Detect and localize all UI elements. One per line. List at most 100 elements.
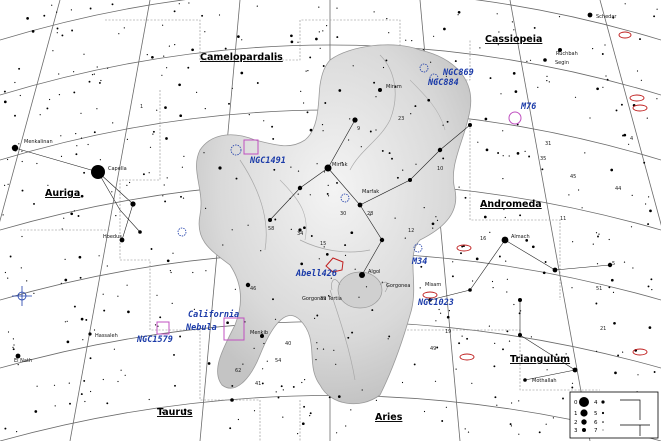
star: [467, 431, 470, 433]
star: [589, 117, 591, 119]
star: [446, 120, 449, 123]
star: [338, 89, 342, 92]
star: [446, 315, 450, 319]
star: [113, 348, 115, 350]
star: [261, 382, 264, 385]
star: [542, 271, 546, 275]
star: [315, 359, 317, 361]
star: [314, 317, 316, 319]
star: [120, 369, 122, 371]
star: [462, 245, 465, 248]
star: [99, 159, 101, 161]
star: [309, 412, 312, 415]
star: [75, 153, 78, 156]
star: [519, 214, 522, 217]
num-label: 15: [320, 241, 326, 247]
star: [502, 130, 504, 132]
star: [335, 363, 337, 365]
label-capella: Capella: [108, 166, 127, 172]
star: [552, 267, 558, 273]
star: [451, 275, 454, 278]
label-almach: Almach: [511, 234, 530, 240]
label-california: California: [188, 309, 239, 320]
star: [352, 117, 358, 123]
star: [91, 165, 105, 179]
deep-sky-markers: [12, 31, 648, 361]
star: [411, 40, 413, 42]
star: [192, 271, 194, 274]
legend-mag-5: 5: [594, 411, 598, 417]
star: [260, 250, 262, 252]
star: [643, 161, 646, 164]
star: [401, 381, 404, 384]
label-ngc869: NGC869: [442, 68, 474, 78]
star: [322, 65, 325, 67]
star: [491, 280, 494, 283]
star: [73, 305, 76, 308]
star: [605, 75, 607, 77]
star: [623, 133, 627, 137]
star: [483, 215, 487, 219]
label-menkalinan: Menkalinan: [24, 139, 53, 145]
star: [70, 212, 74, 216]
star: [126, 138, 128, 140]
star: [496, 13, 498, 15]
star: [316, 342, 318, 344]
star: [290, 228, 292, 230]
star: [89, 357, 92, 360]
star: [26, 17, 29, 20]
star: [653, 15, 656, 18]
legend-mag-6: 6: [594, 420, 598, 426]
star: [64, 321, 66, 323]
star: [262, 368, 264, 370]
star: [371, 309, 374, 312]
star: [14, 114, 16, 117]
star: [427, 98, 431, 102]
num-label: 49: [430, 346, 436, 352]
star: [26, 280, 28, 282]
star: [533, 26, 536, 29]
star: [598, 233, 600, 235]
star: [323, 246, 325, 248]
star: [436, 346, 439, 349]
star: [571, 287, 573, 289]
star: [649, 209, 652, 213]
star: [53, 384, 56, 386]
star: [126, 184, 128, 186]
star: [565, 353, 567, 355]
star: [613, 321, 616, 325]
star: [263, 120, 265, 122]
star: [541, 168, 544, 171]
star: [31, 30, 35, 33]
star: [297, 170, 300, 172]
label-triangulum: Triangulum: [510, 354, 570, 365]
star: [628, 143, 630, 145]
star: [85, 318, 88, 321]
star: [124, 374, 126, 376]
star: [601, 53, 604, 55]
star: [336, 432, 338, 434]
star: [430, 61, 432, 63]
star: [555, 353, 558, 356]
label-segin: Segin: [555, 60, 569, 66]
star: [369, 214, 371, 216]
star: [509, 423, 512, 426]
label-ngc1491: NGC1491: [249, 156, 286, 166]
star: [68, 382, 70, 384]
num-label: 11: [560, 216, 566, 222]
star: [292, 385, 295, 388]
star: [169, 270, 171, 272]
star: [442, 157, 445, 160]
star: [228, 102, 230, 105]
star: [464, 196, 467, 199]
star: [361, 389, 363, 391]
star: [226, 321, 229, 325]
star: [333, 349, 335, 351]
star: [193, 308, 195, 310]
star: [360, 146, 362, 148]
star: [179, 335, 182, 338]
star: [237, 418, 239, 421]
star: [204, 31, 206, 33]
star: [504, 216, 506, 219]
star: [423, 207, 425, 209]
